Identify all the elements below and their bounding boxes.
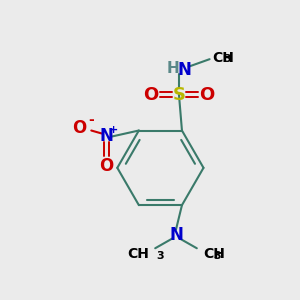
Text: N: N bbox=[177, 61, 191, 79]
Text: O: O bbox=[200, 86, 215, 104]
Text: O: O bbox=[72, 118, 86, 136]
Text: 3: 3 bbox=[157, 251, 164, 261]
Text: H: H bbox=[167, 61, 179, 76]
Text: 3: 3 bbox=[213, 251, 221, 261]
Text: 3: 3 bbox=[224, 54, 231, 64]
Text: -: - bbox=[88, 113, 94, 127]
Text: CH: CH bbox=[213, 51, 234, 65]
Text: CH: CH bbox=[203, 247, 225, 261]
Text: O: O bbox=[143, 86, 158, 104]
Text: +: + bbox=[109, 125, 118, 135]
Text: N: N bbox=[169, 226, 183, 244]
Text: O: O bbox=[99, 157, 113, 175]
Text: CH: CH bbox=[128, 247, 149, 261]
Text: N: N bbox=[99, 128, 113, 146]
Text: S: S bbox=[172, 86, 185, 104]
